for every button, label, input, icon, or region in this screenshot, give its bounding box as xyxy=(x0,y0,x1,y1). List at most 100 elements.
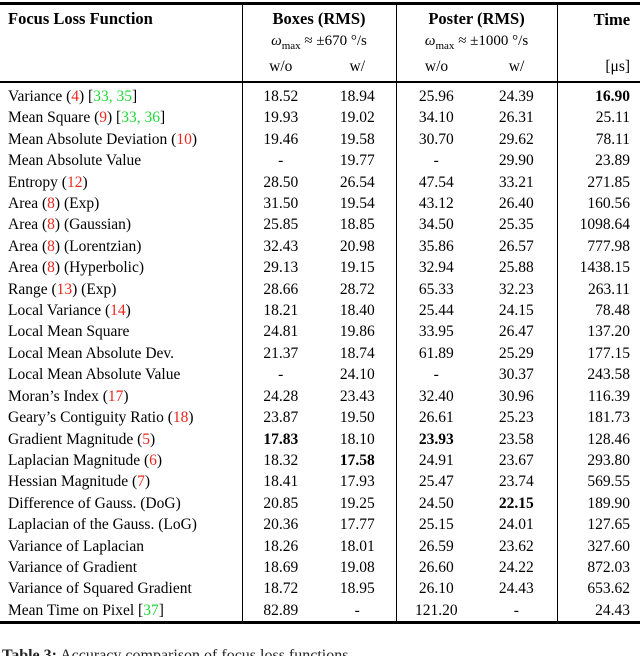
cell-time: 137.20 xyxy=(556,321,640,343)
cell-poster-wo: - xyxy=(395,150,477,172)
cell-boxes-w: 19.08 xyxy=(339,558,375,576)
table-row: Laplacian of the Gauss. (LoG) 20.36 17.77 2… xyxy=(0,514,640,536)
equation-ref: 13 xyxy=(56,280,73,298)
cell-time: 78.11 xyxy=(556,128,640,151)
equation-ref: 5 xyxy=(142,430,151,448)
cell-boxes-wo: 23.87 xyxy=(241,407,319,429)
cell-poster-wo: 121.20 xyxy=(395,599,477,623)
cell-boxes-w: 17.93 xyxy=(339,473,375,491)
omega-subscript: max xyxy=(435,40,455,52)
cell-boxes-wo: 18.72 xyxy=(241,578,319,600)
cell-label: Mean Absolute Value xyxy=(8,152,142,170)
citation-ref: 33, 35 xyxy=(93,88,132,105)
cell-poster-wo: 34.50 xyxy=(395,214,477,236)
cell-boxes-wo: 18.26 xyxy=(241,535,319,557)
cell-boxes-w: 17.77 xyxy=(339,516,375,534)
cell-label: Area (8) (Lorentzian) xyxy=(8,237,142,255)
cell-poster-w: 24.39 xyxy=(498,88,534,105)
cell-time: 78.48 xyxy=(556,300,640,322)
header-row: Focus Loss Function Boxes (RMS) ωmax ≈ ±… xyxy=(0,3,640,83)
cell-poster-w: 23.74 xyxy=(498,473,534,491)
caption-text: Table 3: Accuracy comparison of focus lo… xyxy=(2,646,640,656)
cell-boxes-wo: 29.13 xyxy=(241,257,319,279)
cell-boxes-w: 18.01 xyxy=(339,537,375,555)
cell-boxes-w: 18.74 xyxy=(339,344,375,362)
cell-time: 327.60 xyxy=(556,535,640,557)
cell-boxes-w: 17.58 xyxy=(339,451,375,469)
table-body: Variance (4) [33, 35] 18.52 18.94 25.96 24.3… xyxy=(0,82,640,623)
cell-poster-w: 26.31 xyxy=(498,109,534,127)
cell-poster-wo: 32.40 xyxy=(395,385,477,408)
cell-boxes-w: 19.02 xyxy=(339,109,375,127)
cell-label: Mean Absolute Deviation (10) xyxy=(8,130,197,148)
table-row: Area (8) (Hyperbolic) 29.13 19.15 32.94 25.8… xyxy=(0,257,640,279)
cell-label: Local Mean Absolute Value xyxy=(8,366,181,384)
focus-loss-table: Focus Loss Function Boxes (RMS) ωmax ≈ ±… xyxy=(0,2,640,625)
cell-boxes-w: 19.77 xyxy=(339,152,375,170)
cell-label: Area (8) (Exp) xyxy=(8,195,100,213)
table-row: Mean Time on Pixel [37] 82.89 - 121.20 - 24.4… xyxy=(0,599,640,623)
table-row: Laplacian Magnitude (6) 18.32 17.58 24.91 23… xyxy=(0,449,640,472)
table-row: Local Mean Square 24.81 19.86 33.95 26.47 137… xyxy=(0,321,640,343)
header-focus-loss-function: Focus Loss Function xyxy=(0,4,242,83)
cell-poster-wo: 25.44 xyxy=(395,300,477,322)
table-row: Area (8) (Lorentzian) 32.43 20.98 35.86 26.5… xyxy=(0,235,640,258)
cell-boxes-wo: 18.21 xyxy=(241,300,319,322)
cell-time: 1098.64 xyxy=(556,214,640,236)
cell-boxes-wo: 17.83 xyxy=(241,428,319,450)
cell-time: 777.98 xyxy=(556,235,640,258)
cell-boxes-w: 18.94 xyxy=(339,88,375,105)
cell-poster-w: 32.23 xyxy=(498,280,534,298)
equation-ref: 17 xyxy=(107,387,124,405)
table-row: Hessian Magnitude (7) 18.41 17.93 25.47 23.7… xyxy=(0,471,640,493)
table-row: Area (8) (Exp) 31.50 19.54 43.12 26.40 160.56 xyxy=(0,193,640,215)
cell-time: 24.43 xyxy=(556,599,640,623)
equation-ref: 12 xyxy=(66,173,83,191)
cell-poster-wo: 26.59 xyxy=(395,535,477,557)
cell-poster-w: 26.57 xyxy=(498,237,534,255)
cell-poster-wo: 23.93 xyxy=(395,428,477,450)
cell-boxes-wo: 31.50 xyxy=(241,193,319,215)
cell-boxes-wo: 32.43 xyxy=(241,235,319,258)
equation-ref: 8 xyxy=(47,195,55,213)
cell-time: 872.03 xyxy=(556,556,640,579)
table-row: Variance of Gradient 18.69 19.08 26.60 24.22… xyxy=(0,556,640,579)
time-unit: [μs] xyxy=(605,58,631,75)
cell-boxes-w: 19.54 xyxy=(339,195,375,213)
cell-time: 263.11 xyxy=(556,278,640,301)
cell-boxes-w: 24.10 xyxy=(339,366,375,384)
cell-poster-wo: 34.10 xyxy=(395,107,477,129)
cell-boxes-w: 18.40 xyxy=(339,302,375,320)
cell-poster-w: 30.37 xyxy=(498,366,534,384)
equation-ref: 18 xyxy=(172,409,189,427)
cell-label: Variance of Squared Gradient xyxy=(8,580,192,598)
cell-label: Range (13) (Exp) xyxy=(8,280,117,298)
cell-poster-wo: 32.94 xyxy=(395,257,477,279)
header-group-poster: Poster (RMS) ωmax ≈ ±1000 °/s w/o w/ xyxy=(395,3,558,82)
cell-time: 160.56 xyxy=(556,193,640,215)
cell-boxes-w: 19.86 xyxy=(339,323,375,341)
cell-boxes-wo: 28.66 xyxy=(241,278,319,301)
cell-boxes-w: 18.95 xyxy=(339,580,375,598)
cell-poster-wo: 25.15 xyxy=(395,514,477,536)
cell-poster-w: 23.67 xyxy=(498,451,534,469)
table-row: Variance of Squared Gradient 18.72 18.95 26… xyxy=(0,578,640,600)
cell-boxes-wo: 19.46 xyxy=(241,128,319,151)
caption-prefix: Table 3: xyxy=(2,647,57,656)
cell-poster-wo: 47.54 xyxy=(395,171,477,194)
omega-value: ≈ ±1000 °/s xyxy=(454,33,529,49)
cell-time: 1438.15 xyxy=(556,257,640,279)
cell-poster-w: 25.88 xyxy=(498,259,534,277)
cell-boxes-w: 18.85 xyxy=(339,216,375,234)
cell-poster-wo: 30.70 xyxy=(395,128,477,151)
cell-poster-wo: - xyxy=(395,364,477,386)
cell-poster-w: 29.62 xyxy=(498,130,534,148)
cell-label: Mean Square (9) [33, 36] xyxy=(8,109,166,127)
cell-boxes-w: 19.50 xyxy=(339,409,375,427)
cell-label: Geary’s Contiguity Ratio (18) xyxy=(8,409,194,427)
omega-symbol: ω xyxy=(271,33,282,49)
equation-ref: 8 xyxy=(47,259,55,277)
cell-boxes-wo: 24.28 xyxy=(241,385,319,408)
poster-title: Poster (RMS) xyxy=(428,9,525,28)
